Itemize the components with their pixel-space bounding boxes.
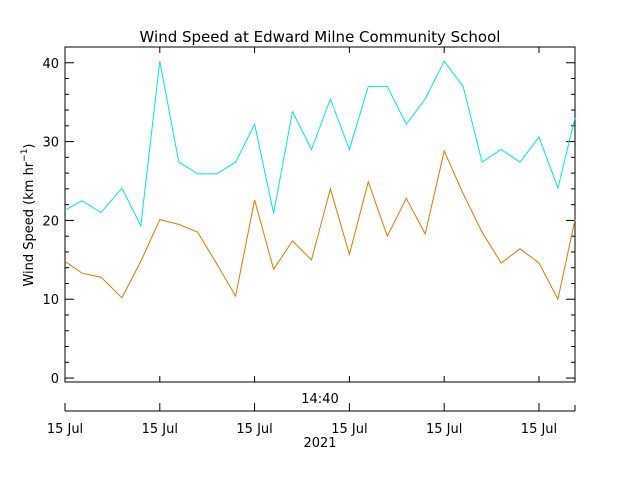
y-tick-label: 0 [51, 372, 59, 387]
y-axis-label-sup: −1 [20, 149, 30, 162]
series-line-2 [64, 149, 576, 301]
date-axis: 15 Jul 15 Jul 15 Jul 15 Jul 15 Jul 15 Jul [47, 403, 576, 437]
time-label: 14:40 [301, 392, 338, 407]
y-tick-label: 20 [42, 214, 59, 229]
series-layer [64, 60, 576, 301]
y-axis-label-main: Wind Speed (km hr [22, 161, 37, 286]
date-axis-ticks: 15 Jul 15 Jul 15 Jul 15 Jul 15 Jul 15 Jul [47, 403, 576, 437]
date-tick-label: 15 Jul [426, 422, 462, 437]
x-axis-ticks [64, 47, 540, 382]
y-tick-label: 30 [42, 136, 59, 151]
plot-area: 0 10 20 30 40 [42, 46, 576, 387]
date-tick-label: 15 Jul [236, 422, 272, 437]
year-label: 2021 [303, 436, 336, 451]
y-axis-ticks: 0 10 20 30 40 [42, 57, 575, 387]
plot-frame [64, 46, 576, 383]
chart-title: Wind Speed at Edward Milne Community Sch… [140, 28, 501, 46]
y-axis-label: Wind Speed (km hr−1) [20, 143, 37, 286]
y-tick-label: 10 [42, 293, 59, 308]
date-tick-label: 15 Jul [142, 422, 178, 437]
series-line-1 [64, 60, 576, 228]
date-tick-label: 15 Jul [521, 422, 557, 437]
date-tick-label: 15 Jul [331, 422, 367, 437]
y-axis-label-end: ) [22, 143, 37, 148]
y-tick-label: 40 [42, 57, 59, 72]
date-tick-label: 15 Jul [47, 422, 83, 437]
